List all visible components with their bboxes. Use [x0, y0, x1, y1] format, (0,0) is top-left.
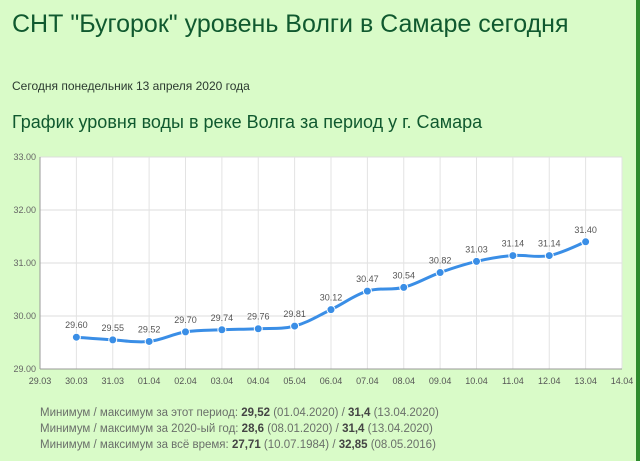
chart-heading: График уровня воды в реке Волга за перио… [12, 112, 483, 132]
x-tick-label: 11.04 [502, 376, 524, 386]
data-point [290, 321, 300, 331]
data-label: 30.82 [429, 256, 452, 266]
page-edge-bar [636, 0, 640, 461]
x-tick-label: 02.04 [174, 376, 197, 386]
stats-row-period: Минимум / максимум за этот период: 29,52… [40, 405, 439, 421]
data-point [144, 336, 154, 346]
stats-min: 29,52 [241, 407, 271, 419]
chart-svg: 29.00 30.00 31.00 32.00 33.00 29.03 30.03 31.03… [13, 152, 634, 386]
data-point [435, 268, 445, 278]
page-title: СНТ "Бугорок" уровень Волги в Самаре сег… [12, 10, 569, 38]
x-tick-label: 03.04 [211, 376, 234, 386]
y-tick-label: 33.00 [13, 152, 36, 162]
x-tick-label: 06.04 [320, 376, 343, 386]
water-level-chart: 29.00 30.00 31.00 32.00 33.00 29.03 30.03 31.03… [0, 150, 640, 390]
x-tick-label: 12.04 [538, 376, 561, 386]
x-tick-label: 30.03 [65, 376, 88, 386]
data-point [362, 286, 372, 296]
stats-row-year: Минимум / максимум за 2020-ый год: 28,6 … [40, 421, 439, 437]
stats-min-date: (08.01.2020) / [264, 423, 343, 435]
stats-label: Минимум / максимум за этот период: [40, 407, 242, 419]
data-label: 30.12 [320, 293, 343, 303]
x-tick-label: 08.04 [392, 376, 415, 386]
stats-max-date: (13.04.2020) [364, 423, 433, 435]
x-tick-label: 09.04 [429, 376, 452, 386]
data-label: 30.47 [356, 274, 379, 284]
y-tick-label: 31.00 [13, 258, 36, 268]
stats-min-date: (01.04.2020) / [270, 407, 349, 419]
data-label: 29.52 [138, 324, 161, 334]
data-label: 31.14 [538, 239, 561, 249]
y-tick-label: 32.00 [13, 205, 36, 215]
data-label: 29.76 [247, 312, 270, 322]
x-tick-label: 14.04 [611, 376, 634, 386]
stats-min-date: (10.07.1984) / [260, 439, 339, 451]
x-tick-label: 31.03 [101, 376, 124, 386]
data-point [399, 282, 409, 292]
data-label: 29.60 [65, 320, 88, 330]
stats-label: Минимум / максимум за всё время: [40, 439, 232, 451]
stats-max-date: (08.05.2016) [367, 439, 436, 451]
stats-max-date: (13.04.2020) [370, 407, 439, 419]
x-tick-label: 05.04 [283, 376, 306, 386]
data-label: 31.40 [574, 225, 597, 235]
data-label: 31.14 [502, 239, 525, 249]
data-point [581, 237, 591, 247]
y-tick-label: 29.00 [13, 364, 36, 374]
data-point [253, 324, 263, 334]
data-label: 31.03 [465, 244, 488, 254]
data-label: 30.54 [392, 270, 415, 280]
x-tick-label: 13.04 [574, 376, 597, 386]
x-tick-label: 07.04 [356, 376, 379, 386]
stats-label: Минимум / максимум за 2020-ый год: [40, 423, 242, 435]
x-tick-label: 29.03 [29, 376, 52, 386]
data-point [108, 335, 118, 345]
data-point [217, 325, 227, 335]
stats-min: 28,6 [241, 423, 265, 435]
stats-row-alltime: Минимум / максимум за всё время: 27,71 (… [40, 437, 439, 453]
data-point [181, 327, 190, 337]
data-label: 29.74 [211, 313, 234, 323]
y-tick-label: 30.00 [13, 311, 36, 321]
data-point [472, 256, 481, 266]
current-date-text: Сегодня понедельник 13 апреля 2020 года [12, 79, 250, 93]
stats-max: 31,4 [342, 423, 365, 435]
stats-max: 31,4 [348, 407, 371, 419]
data-point [508, 251, 518, 261]
data-label: 29.70 [174, 315, 197, 325]
data-label: 29.81 [283, 309, 306, 319]
x-tick-label: 04.04 [247, 376, 270, 386]
data-point [326, 305, 336, 315]
stats-max: 32,85 [338, 439, 368, 451]
x-tick-label: 01.04 [138, 376, 161, 386]
data-point [71, 332, 81, 342]
data-label: 29.55 [101, 323, 124, 333]
x-tick-label: 10.04 [465, 376, 488, 386]
stats-block: Минимум / максимум за этот период: 29,52… [40, 405, 439, 453]
stats-min: 27,71 [231, 439, 261, 451]
data-point [544, 251, 554, 261]
